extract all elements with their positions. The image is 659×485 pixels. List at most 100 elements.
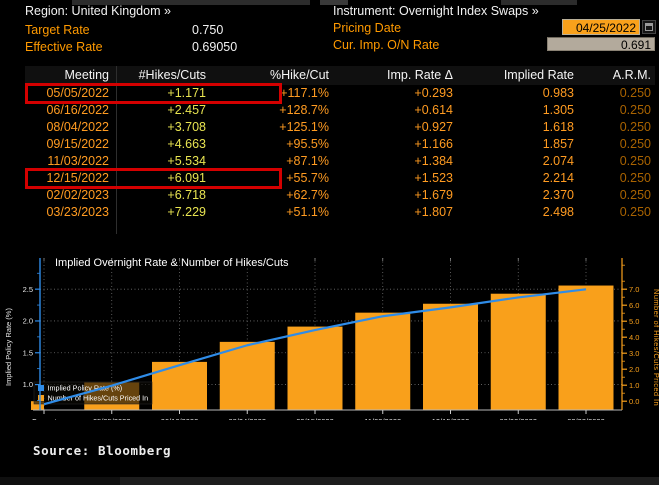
x-axis-label: 11/03/2022 [364, 417, 401, 420]
cell-arm: 0.250 [619, 103, 651, 117]
right-axis-tick-label: 3.0 [629, 349, 639, 358]
column-header-arm: A.R.M. [612, 68, 651, 82]
cell-hikes-cuts: +1.171 [167, 86, 206, 100]
left-axis-tick-label: 1.5 [23, 348, 33, 357]
cell-imp-rate-delta: +0.927 [414, 120, 453, 134]
cell-imp-rate-delta: +1.807 [414, 205, 453, 219]
meetings-table: Meeting #Hikes/Cuts %Hike/Cut Imp. Rate Δ Im… [25, 66, 655, 234]
cell-imp-rate-delta: +1.679 [414, 188, 453, 202]
bar-02/02/2023 [490, 293, 546, 410]
legend-swatch-bar [38, 395, 44, 401]
cell-implied-rate: 0.983 [542, 86, 574, 100]
cell-meeting: 06/16/2022 [46, 103, 109, 117]
window-edge-artifact [120, 477, 659, 485]
region-selector[interactable]: Region: United Kingdom » [25, 4, 171, 18]
cell-pct-hike-cut: +128.7% [279, 103, 329, 117]
cell-meeting: 02/02/2023 [46, 188, 109, 202]
cell-implied-rate: 2.498 [542, 205, 574, 219]
table-row[interactable]: 11/03/2022 +5.534 +87.1% +1.384 2.074 0.250 [25, 153, 655, 170]
pricing-date-input[interactable]: 04/25/2022 [562, 19, 640, 35]
bar-12/15/2022 [423, 303, 478, 410]
bar-09/15/2022 [287, 326, 343, 410]
bar-03/23/2023 [558, 285, 614, 410]
column-header-imp-rate-delta: Imp. Rate Δ [386, 68, 453, 82]
effective-rate-value: 0.69050 [192, 40, 238, 54]
bar-06/16/2022 [152, 361, 207, 410]
x-axis-label: 06/16/2022 [161, 417, 199, 420]
cell-hikes-cuts: +3.708 [167, 120, 206, 134]
cell-pct-hike-cut: +87.1% [286, 154, 329, 168]
left-axis-tick-label: 1.0 [23, 380, 33, 389]
right-axis-tick-label: 4.0 [629, 333, 639, 342]
cell-imp-rate-delta: +0.614 [414, 103, 453, 117]
table-row[interactable]: 06/16/2022 +2.457 +128.7% +0.614 1.305 0.250 [25, 102, 655, 119]
column-header-meeting: Meeting [64, 68, 109, 82]
cell-hikes-cuts: +2.457 [167, 103, 206, 117]
column-header-implied-rate: Implied Rate [503, 68, 574, 82]
left-axis-tick-label: 2.5 [23, 285, 33, 294]
column-divider [116, 66, 117, 234]
chart-canvas: Implied Policy Rate (%)Number of Hikes/C… [4, 258, 659, 420]
source-attribution: Source: Bloomberg [33, 443, 172, 458]
x-axis-label: 08/04/2022 [228, 417, 266, 420]
table-row[interactable]: 03/23/2023 +7.229 +51.1% +1.807 2.498 0.250 [25, 204, 655, 221]
column-header-hikes-cuts: #Hikes/Cuts [138, 68, 206, 82]
cur-imp-rate-input[interactable]: 0.691 [547, 37, 655, 52]
cell-arm: 0.250 [619, 188, 651, 202]
window-edge-artifact [0, 477, 120, 485]
cell-arm: 0.250 [619, 154, 651, 168]
table-row[interactable]: 09/15/2022 +4.663 +95.5% +1.166 1.857 0.250 [25, 136, 655, 153]
table-row[interactable]: 08/04/2022 +3.708 +125.1% +0.927 1.618 0.250 [25, 119, 655, 136]
implied-policy-rate-line [43, 288, 587, 406]
bar-08/04/2022 [219, 341, 275, 410]
legend-label: Implied Policy Rate (%) [48, 384, 123, 393]
right-axis-tick-label: 6.0 [629, 301, 639, 310]
cell-meeting: 11/03/2022 [47, 154, 109, 168]
cell-imp-rate-delta: +0.293 [414, 86, 453, 100]
cell-pct-hike-cut: +51.1% [286, 205, 329, 219]
legend-label: Number of Hikes/Cuts Priced In [48, 394, 149, 403]
cell-arm: 0.250 [619, 86, 651, 100]
highlight-box [25, 168, 282, 189]
cell-pct-hike-cut: +117.1% [280, 86, 329, 100]
effective-rate-label: Effective Rate [25, 40, 103, 54]
cell-arm: 0.250 [619, 205, 651, 219]
calendar-button[interactable] [642, 20, 656, 34]
cell-hikes-cuts: +7.229 [167, 205, 206, 219]
right-axis-tick-label: 7.0 [629, 285, 639, 294]
highlight-box [25, 83, 282, 104]
cur-imp-rate-label: Cur. Imp. O/N Rate [333, 38, 440, 52]
instrument-selector[interactable]: Instrument: Overnight Index Swaps » [333, 4, 539, 18]
cell-hikes-cuts: +6.718 [167, 188, 206, 202]
x-axis-label: 12/15/2022 [432, 417, 470, 420]
cell-pct-hike-cut: +62.7% [286, 188, 329, 202]
x-axis-label: 02/02/2023 [499, 417, 537, 420]
cell-hikes-cuts: +4.663 [167, 137, 206, 151]
right-axis-tick-label: 1.0 [629, 381, 639, 390]
cell-implied-rate: 2.214 [542, 171, 574, 185]
cell-pct-hike-cut: +95.5% [286, 137, 329, 151]
table-row[interactable]: 02/02/2023 +6.718 +62.7% +1.679 2.370 0.250 [25, 187, 655, 204]
cell-implied-rate: 2.370 [542, 188, 574, 202]
cell-implied-rate: 1.618 [542, 120, 574, 134]
cell-meeting: 03/23/2023 [46, 205, 109, 219]
cell-hikes-cuts: +5.534 [167, 154, 206, 168]
calendar-icon [645, 23, 653, 31]
table-row[interactable]: 12/15/2022 +6.091 +55.7% +1.523 2.214 0.250 [25, 170, 655, 187]
cell-implied-rate: 2.074 [542, 154, 574, 168]
x-axis-label: 09/15/2022 [296, 417, 334, 420]
window-edge-artifact [72, 0, 310, 5]
cell-imp-rate-delta: +1.384 [414, 154, 453, 168]
cell-implied-rate: 1.305 [542, 103, 574, 117]
window-edge-artifact [320, 0, 348, 5]
target-rate-label: Target Rate [25, 23, 90, 37]
table-row[interactable]: 05/05/2022 +1.171 +117.1% +0.293 0.983 0.250 [25, 85, 655, 102]
right-axis-title: Number of Hikes/Cuts Priced In [652, 289, 659, 406]
chart-title: Implied Overnight Rate & Number of Hikes… [55, 257, 289, 269]
right-axis-tick-label: 0.0 [629, 397, 639, 406]
cell-hikes-cuts: +6.091 [167, 171, 206, 185]
cell-meeting: 12/15/2022 [46, 171, 109, 185]
cell-arm: 0.250 [619, 171, 651, 185]
legend-swatch-line [38, 385, 44, 391]
